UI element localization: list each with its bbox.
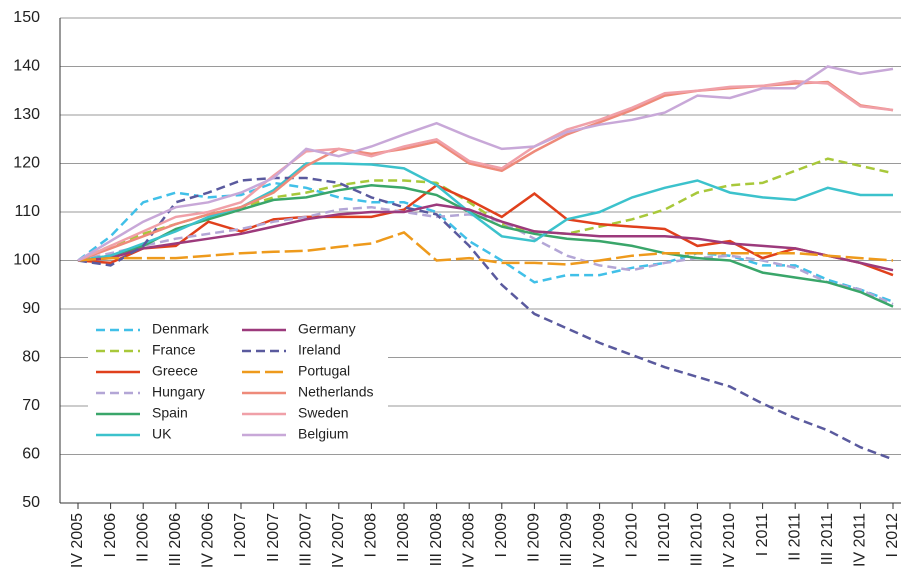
y-tick-label: 80 xyxy=(22,349,40,366)
series-line xyxy=(77,65,894,262)
legend-label: Belgium xyxy=(298,426,349,442)
x-tick-label: I 2009 xyxy=(493,513,510,558)
legend-label: Portugal xyxy=(298,363,350,379)
y-tick-label: 90 xyxy=(22,300,40,317)
x-tick-label: IV 2007 xyxy=(330,513,347,568)
series-line xyxy=(77,176,894,461)
series-line xyxy=(77,230,894,266)
x-tick-label: III 2010 xyxy=(689,513,706,566)
x-tick-label: III 2008 xyxy=(428,513,445,566)
series-line xyxy=(77,184,894,308)
legend-label: France xyxy=(152,342,196,358)
legend-label: Sweden xyxy=(298,405,349,421)
series-line xyxy=(77,183,894,277)
series-line xyxy=(77,79,894,262)
series-line xyxy=(77,181,894,303)
legend-label: Germany xyxy=(298,321,356,337)
legend-label: Greece xyxy=(152,363,198,379)
legend-label: Netherlands xyxy=(298,384,374,400)
x-tick-label: IV 2009 xyxy=(591,513,608,568)
x-tick-label: I 2010 xyxy=(623,513,640,558)
legend-label: Denmark xyxy=(152,321,210,337)
x-tick-label: III 2011 xyxy=(819,513,836,565)
x-tick-label: I 2006 xyxy=(102,513,119,558)
y-tick-label: 130 xyxy=(13,106,40,123)
x-tick-label: III 2009 xyxy=(558,513,575,566)
x-tick-label: IV 2005 xyxy=(69,513,86,568)
y-tick-label: 100 xyxy=(13,252,40,269)
y-tick-label: 70 xyxy=(22,397,40,414)
x-tick-label: IV 2010 xyxy=(721,513,738,568)
x-tick-label: IV 2008 xyxy=(460,513,477,568)
x-tick-label: III 2006 xyxy=(167,513,184,566)
x-tick-label: I 2008 xyxy=(363,513,380,558)
x-tick-label: IV 2011 xyxy=(852,513,869,567)
y-tick-label: 50 xyxy=(22,494,40,511)
legend-label: Hungary xyxy=(152,384,205,400)
x-tick-label: II 2009 xyxy=(526,513,543,562)
y-tick-label: 140 xyxy=(13,58,40,75)
legend-label: Spain xyxy=(152,405,188,421)
legend-label: Ireland xyxy=(298,342,341,358)
series-line xyxy=(77,162,893,262)
legend-label: UK xyxy=(152,426,172,442)
x-tick-label: II 2008 xyxy=(395,513,412,562)
x-tick-label: I 2007 xyxy=(232,513,249,558)
legend-box xyxy=(88,316,388,446)
x-tick-label: II 2010 xyxy=(656,513,673,562)
x-tick-label: III 2007 xyxy=(297,513,314,566)
y-tick-label: 110 xyxy=(14,203,40,220)
y-tick-label: 60 xyxy=(22,446,40,463)
legend: Denmark France Greece Hungary Spain UK Germany… xyxy=(88,316,388,446)
x-tick-label: I 2011 xyxy=(754,513,771,556)
series-line xyxy=(77,80,894,262)
x-tick-label: II 2011 xyxy=(786,513,803,561)
x-tick-label: I 2012 xyxy=(884,513,901,558)
y-tick-label: 120 xyxy=(13,155,40,172)
series-line xyxy=(77,203,894,272)
x-tick-label: II 2007 xyxy=(265,513,282,562)
y-tick-label: 150 xyxy=(13,9,40,26)
x-tick-label: IV 2006 xyxy=(200,513,217,568)
x-tick-label: II 2006 xyxy=(134,513,151,562)
